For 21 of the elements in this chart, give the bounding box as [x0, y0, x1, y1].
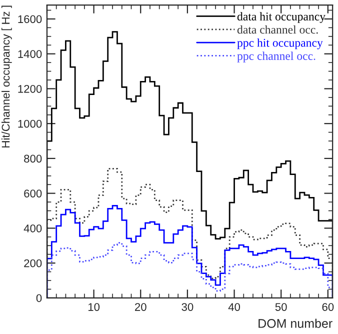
x-tick-label: 40: [228, 303, 240, 311]
x-tick-label: 20: [135, 303, 146, 311]
legend-label: data channel occ.: [237, 25, 318, 34]
y-tick-label: 400: [24, 224, 42, 232]
x-tick-label: 60: [322, 303, 334, 311]
y-tick-label: 1000: [18, 120, 42, 128]
x-tick-label: 30: [182, 303, 194, 311]
y-tick-label: 1600: [18, 15, 42, 24]
legend-label: data hit occupancy: [237, 12, 326, 23]
y-tick-label: 200: [24, 259, 42, 268]
y-axis-title: Hit/Channel occupancy [ Hz ]: [1, 6, 12, 148]
y-tick-label: 800: [24, 154, 42, 163]
legend-label: ppc hit occupancy: [237, 38, 323, 50]
x-tick-label: 50: [275, 303, 287, 311]
y-tick-label: 0: [36, 294, 42, 302]
y-tick-label: 600: [24, 190, 42, 198]
y-tick-label: 1200: [18, 84, 42, 93]
y-tick-label: 1400: [18, 50, 42, 58]
legend-label: ppc channel occ.: [237, 52, 316, 62]
x-axis-title: DOM number: [258, 318, 332, 328]
x-tick-label: 10: [88, 303, 100, 311]
